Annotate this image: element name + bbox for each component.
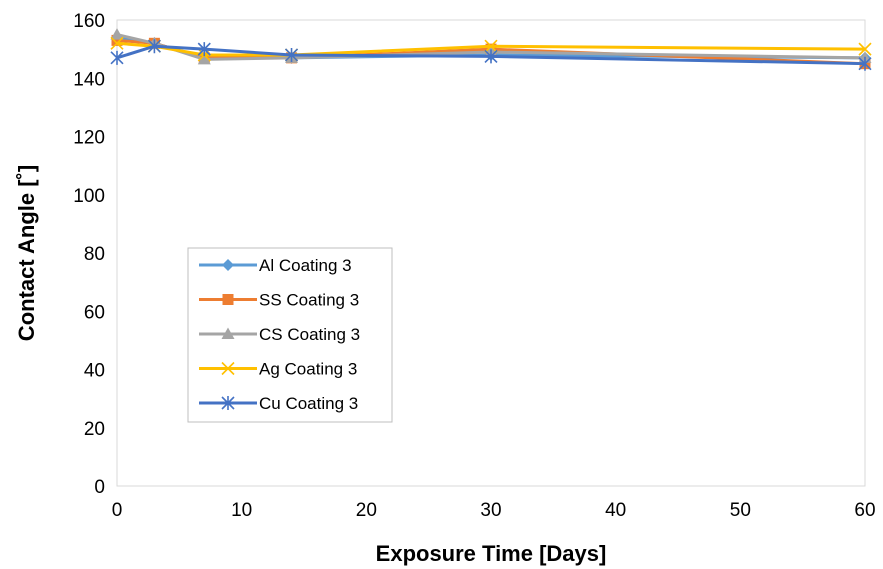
data-point <box>110 50 124 65</box>
data-point <box>197 42 211 57</box>
y-tick-label: 60 <box>84 302 105 323</box>
data-point <box>484 39 498 53</box>
x-tick-label: 20 <box>356 500 377 521</box>
y-tick-label: 140 <box>73 69 105 90</box>
series-layer <box>110 28 872 71</box>
data-point <box>858 42 872 56</box>
legend-item: CS Coating 3 <box>199 325 360 344</box>
legend-label: Ag Coating 3 <box>259 360 357 379</box>
data-point <box>222 294 234 305</box>
series-line <box>116 33 866 61</box>
data-point <box>858 56 872 71</box>
y-axis-ticks: 0 20 40 60 80 100 120 140 160 <box>73 11 105 498</box>
y-axis-title: Contact Angle [˚] <box>14 165 39 341</box>
data-point <box>197 52 211 65</box>
series-line <box>116 41 866 57</box>
data-point <box>222 259 234 271</box>
legend-label: Al Coating 3 <box>259 256 352 275</box>
data-point <box>110 36 124 50</box>
series-cu-coating-3 <box>110 39 872 71</box>
series-line <box>116 44 866 66</box>
legend-item: Cu Coating 3 <box>199 394 358 413</box>
data-point <box>111 34 123 46</box>
y-tick-label: 0 <box>94 477 105 498</box>
x-tick-label: 50 <box>730 500 751 521</box>
plot-frame <box>116 19 866 487</box>
legend-item: Al Coating 3 <box>199 256 352 275</box>
x-tick-label: 30 <box>480 500 501 521</box>
data-point <box>147 39 161 54</box>
x-tick-label: 60 <box>854 500 875 521</box>
y-tick-label: 40 <box>84 361 105 382</box>
data-point <box>284 47 299 62</box>
x-tick-label: 10 <box>231 500 252 521</box>
x-tick-label: 0 <box>112 500 123 521</box>
y-tick-label: 120 <box>73 128 105 149</box>
x-axis-ticks: 0 10 20 30 40 50 60 <box>112 500 876 521</box>
y-tick-label: 160 <box>73 11 105 32</box>
data-point <box>221 361 235 376</box>
y-tick-label: 20 <box>84 419 105 440</box>
y-tick-label: 100 <box>73 186 105 207</box>
legend-label: CS Coating 3 <box>259 325 360 344</box>
legend-item: Ag Coating 3 <box>199 360 357 379</box>
legend-item: SS Coating 3 <box>199 291 359 310</box>
data-point <box>221 396 235 410</box>
legend-label: SS Coating 3 <box>259 291 359 310</box>
data-point <box>110 28 124 40</box>
legend: Al Coating 3 SS Coating 3 CS Coating 3 Ag C… <box>187 247 393 423</box>
y-tick-label: 80 <box>84 244 105 265</box>
data-point <box>221 327 235 339</box>
x-tick-label: 40 <box>605 500 626 521</box>
data-point <box>484 49 498 64</box>
legend-label: Cu Coating 3 <box>259 394 358 413</box>
x-axis-title: Exposure Time [Days] <box>376 541 607 566</box>
